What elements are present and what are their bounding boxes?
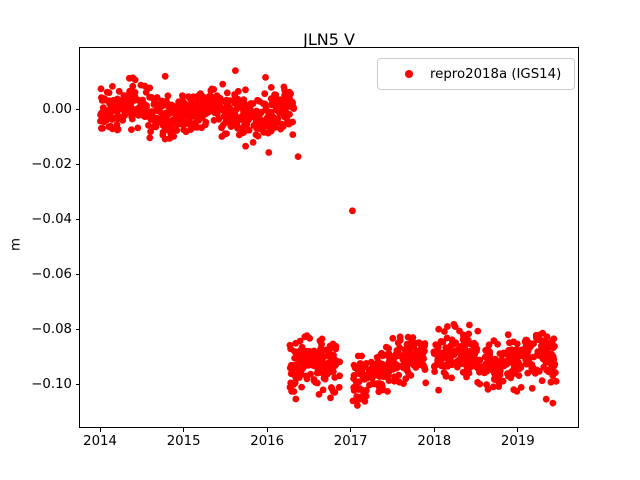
x-tick-mark [99, 428, 101, 432]
x-tick-mark [517, 428, 519, 432]
legend-label: repro2018a (IGS14) [430, 66, 562, 82]
y-tick-label: −0.04 [31, 211, 72, 227]
legend-dot-icon [405, 70, 413, 78]
x-tick-mark [433, 428, 435, 432]
x-tick-mark [183, 428, 185, 432]
y-tick-label: −0.10 [31, 376, 72, 392]
y-tick-label: −0.06 [31, 266, 72, 282]
y-tick-label: −0.02 [31, 156, 72, 172]
x-tick-mark [350, 428, 352, 432]
y-tick-mark [76, 329, 80, 331]
x-tick-mark [266, 428, 268, 432]
chart-title: JLN5 V [303, 30, 355, 49]
x-tick-label: 2016 [250, 434, 285, 449]
y-tick-mark [76, 274, 80, 276]
y-tick-mark [76, 219, 80, 221]
x-tick-label: 2015 [166, 434, 201, 449]
x-tick-label: 2018 [417, 434, 452, 449]
y-tick-label: −0.08 [31, 321, 72, 337]
x-tick-label: 2014 [83, 434, 117, 449]
scatter-points [97, 67, 560, 409]
x-tick-label: 2017 [333, 434, 368, 449]
y-tick-mark [76, 384, 80, 386]
legend: repro2018a (IGS14) [377, 58, 575, 90]
y-tick-label: 0.00 [42, 101, 72, 117]
x-tick-label: 2019 [500, 434, 535, 449]
y-tick-mark [76, 109, 80, 111]
y-tick-mark [76, 164, 80, 166]
